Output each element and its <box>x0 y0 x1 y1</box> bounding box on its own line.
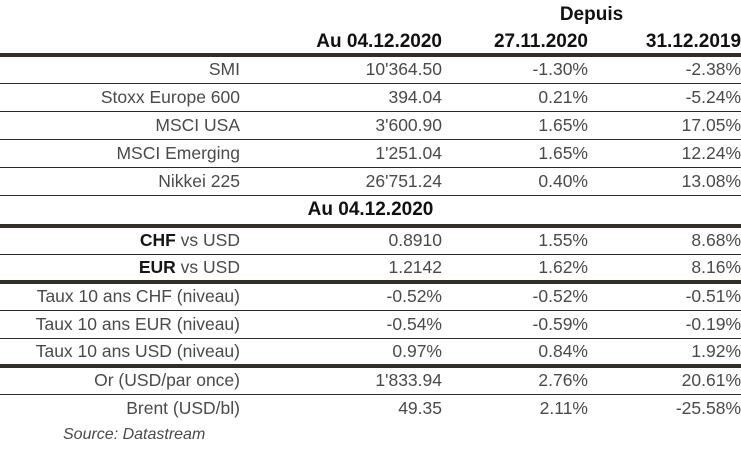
row-change-since-27-11: 2.11% <box>539 397 588 418</box>
row-value: -0.52% <box>240 282 442 311</box>
row-label: SMI <box>0 55 240 84</box>
row-value: 1'251.04 <box>240 139 442 168</box>
row-value: 3'600.90 <box>240 111 442 140</box>
mid-section-header-row: Au 04.12.2020 <box>0 195 741 228</box>
row-taux-10-ans-usd: Taux 10 ans USD (niveau) 0.97% 0.84% 1.9… <box>0 338 741 368</box>
row-change-since-27-11: 0.40% <box>442 167 588 196</box>
row-change-since-27-11: 0.84% <box>442 338 588 368</box>
row-label: CHF vs USD <box>0 226 240 255</box>
row-value: 394.04 <box>240 83 442 112</box>
empty-cell <box>240 0 442 30</box>
row-eur-vs-usd: EUR vs USD 1.2142 1.62% 8.16% <box>0 254 741 284</box>
row-change-since-27-11: -1.30% <box>442 55 588 84</box>
row-value: 10'364.50 <box>240 55 442 84</box>
row-change-since-27-11: 1.62% <box>442 254 588 284</box>
column-header-row: Au 04.12.2020 27.11.2020 31.12.2019 <box>0 30 741 57</box>
row-label-text: vs USD <box>175 230 240 251</box>
row-label-text: Brent (USD/bl) <box>126 397 240 418</box>
row-value: 1'833.94 <box>240 366 442 395</box>
source-note: Source: Datastream <box>63 426 206 443</box>
row-change-since-31-12: 17.05% <box>588 111 741 140</box>
row-label: Brent (USD/bl) <box>0 394 240 422</box>
empty-cell <box>0 0 240 30</box>
row-label: Taux 10 ans USD (niveau) <box>0 338 240 368</box>
row-label: Taux 10 ans EUR (niveau) <box>0 310 240 339</box>
depuis-group-header: Depuis <box>559 4 624 25</box>
row-value: -0.54% <box>240 310 442 339</box>
col-header-since-31-12: 31.12.2019 <box>588 30 741 57</box>
row-label-text: Or (USD/par once) <box>94 370 240 391</box>
market-data-table: Depuis Au 04.12.2020 27.11.2020 31.12.20… <box>0 0 741 422</box>
row-msci-usa: MSCI USA 3'600.90 1.65% 17.05% <box>0 111 741 140</box>
row-label-text: Taux 10 ans USD (niveau) <box>35 340 240 361</box>
row-label-text: MSCI Emerging <box>116 142 240 163</box>
row-change-since-31-12: 12.24% <box>588 139 741 168</box>
row-change-since-31-12: 20.61% <box>588 366 741 395</box>
row-value: 0.8910 <box>240 226 442 255</box>
row-smi: SMI 10'364.50 -1.30% -2.38% <box>0 55 741 84</box>
row-change-since-27-11: 2.76% <box>442 366 588 395</box>
row-change-since-31-12: 8.16% <box>588 254 741 284</box>
depuis-header-row: Depuis <box>0 0 741 30</box>
row-change-since-27-11: 0.21% <box>442 83 588 112</box>
row-change-since-27-11: 1.55% <box>442 226 588 255</box>
row-brent: Brent (USD/bl) 49.35 2.11% -25.58% <box>0 394 741 422</box>
row-nikkei-225: Nikkei 225 26'751.24 0.40% 13.08% <box>0 167 741 196</box>
row-change-since-27-11: -0.59% <box>442 310 588 339</box>
row-value: 26'751.24 <box>240 167 442 196</box>
row-change-since-31-12: -0.19% <box>588 310 741 339</box>
row-stoxx-europe-600: Stoxx Europe 600 394.04 0.21% -5.24% <box>0 83 741 112</box>
row-change-since-31-12: -2.38% <box>588 55 741 84</box>
col-header-au-date: Au 04.12.2020 <box>240 30 442 57</box>
row-taux-10-ans-chf: Taux 10 ans CHF (niveau) -0.52% -0.52% -… <box>0 282 741 311</box>
row-label-strong: EUR <box>138 256 176 277</box>
row-or: Or (USD/par once) 1'833.94 2.76% 20.61% <box>0 366 741 395</box>
row-change-since-27-11: 1.65% <box>442 111 588 140</box>
row-change-since-27-11: -0.52% <box>442 282 588 311</box>
row-change-since-31-12: -25.58% <box>675 397 741 418</box>
row-change-since-31-12: -5.24% <box>588 83 741 112</box>
row-taux-10-ans-eur: Taux 10 ans EUR (niveau) -0.54% -0.59% -… <box>0 310 741 339</box>
row-label-text: Taux 10 ans EUR (niveau) <box>35 313 240 334</box>
row-label: Stoxx Europe 600 <box>0 83 240 112</box>
row-label-strong: CHF <box>139 230 176 251</box>
row-label-text: SMI <box>208 59 240 80</box>
row-label-text: Stoxx Europe 600 <box>100 86 240 107</box>
row-label: MSCI USA <box>0 111 240 140</box>
row-label-text: Nikkei 225 <box>158 170 240 191</box>
row-label-text: vs USD <box>175 256 240 277</box>
col-header-since-27-11: 27.11.2020 <box>442 30 588 57</box>
row-msci-emerging: MSCI Emerging 1'251.04 1.65% 12.24% <box>0 139 741 168</box>
mid-section-header-au-date: Au 04.12.2020 <box>0 195 741 228</box>
row-change-since-31-12: 13.08% <box>588 167 741 196</box>
row-change-since-27-11: 1.65% <box>442 139 588 168</box>
row-value: 1.2142 <box>240 254 442 284</box>
row-label: Nikkei 225 <box>0 167 240 196</box>
row-label-text: Taux 10 ans CHF (niveau) <box>36 286 240 307</box>
row-label: MSCI Emerging <box>0 139 240 168</box>
row-label: Taux 10 ans CHF (niveau) <box>0 282 240 311</box>
row-label: Or (USD/par once) <box>0 366 240 395</box>
row-label-text: MSCI USA <box>155 114 240 135</box>
row-change-since-31-12: 8.68% <box>588 226 741 255</box>
row-change-since-31-12: 1.92% <box>588 338 741 368</box>
row-change-since-31-12: -0.51% <box>588 282 741 311</box>
row-value: 49.35 <box>398 397 442 418</box>
row-value: 0.97% <box>240 338 442 368</box>
row-label: EUR vs USD <box>0 254 240 284</box>
row-chf-vs-usd: CHF vs USD 0.8910 1.55% 8.68% <box>0 226 741 255</box>
empty-cell <box>0 30 240 57</box>
